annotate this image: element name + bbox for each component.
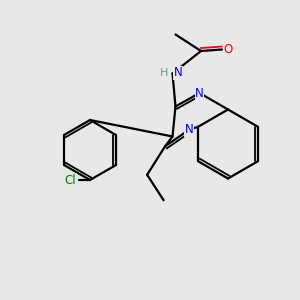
Text: N: N (185, 123, 194, 136)
Text: H: H (160, 68, 169, 78)
Text: N: N (195, 86, 204, 100)
Text: Cl: Cl (65, 173, 76, 187)
Text: N: N (173, 66, 182, 80)
Text: O: O (224, 43, 232, 56)
